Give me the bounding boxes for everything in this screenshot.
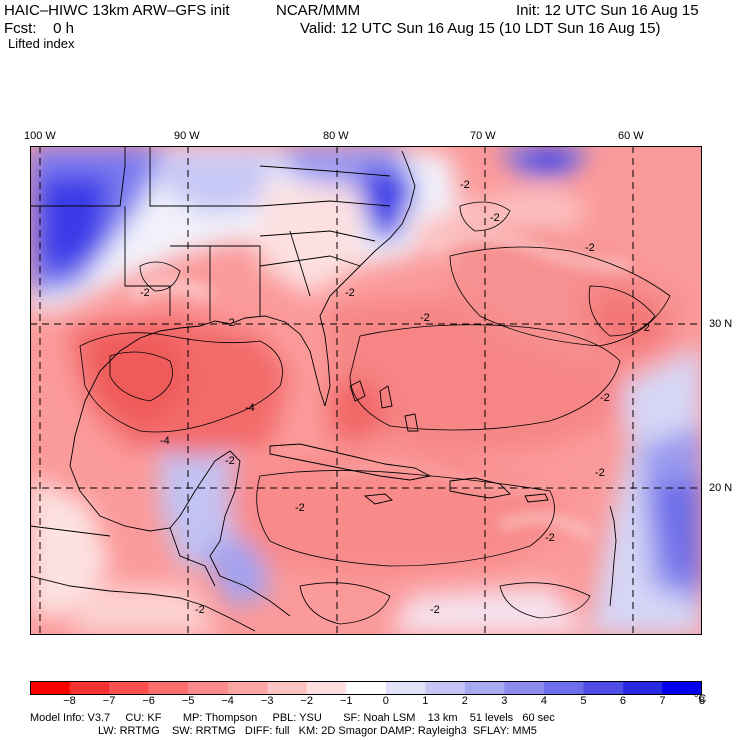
field-name: Lifted index xyxy=(8,36,75,51)
model-info-line-1: Model Info: V3.7 CU: KF MP: Thompson PBL… xyxy=(30,712,555,724)
coastlines xyxy=(30,146,617,632)
contour-label: -2 xyxy=(225,317,235,329)
color-scale-tick-label: −4 xyxy=(221,695,234,707)
valid-time: Valid: 12 UTC Sun 16 Aug 15 (10 LDT Sun … xyxy=(300,20,661,37)
color-scale-swatch xyxy=(109,681,150,695)
color-scale-swatch xyxy=(464,681,505,695)
color-scale-swatch xyxy=(306,681,347,695)
color-scale-swatch xyxy=(504,681,545,695)
color-scale-swatch xyxy=(622,681,663,695)
color-scale-swatch xyxy=(69,681,110,695)
color-scale-tick-label: 4 xyxy=(540,695,547,707)
lon-label-70w: 70 W xyxy=(470,130,496,142)
color-scale-bar xyxy=(30,681,702,695)
color-scale-swatch xyxy=(267,681,308,695)
init-time: Init: 12 UTC Sun 16 Aug 15 xyxy=(516,2,699,19)
contour-label: -2 xyxy=(430,604,440,616)
color-scale-tick-label: −8 xyxy=(63,695,76,707)
color-scale-unit: °C xyxy=(694,693,707,705)
color-scale-swatch xyxy=(30,681,71,695)
color-scale-frame xyxy=(30,681,702,695)
contour-label: -2 xyxy=(345,287,355,299)
color-scale-tick-label: 0 xyxy=(382,695,389,707)
contour-label: -2 xyxy=(640,322,650,334)
contour-label: -2 xyxy=(420,312,430,324)
color-scale-tick-label: 2 xyxy=(461,695,468,707)
contour-label: -2 xyxy=(140,287,150,299)
lat-label-20n: 20 N xyxy=(709,482,733,494)
lon-label-90w: 90 W xyxy=(174,130,200,142)
color-scale-swatch xyxy=(425,681,466,695)
color-scale-tick-label: 5 xyxy=(580,695,587,707)
color-scale-swatch xyxy=(227,681,268,695)
contour-label: -2 xyxy=(600,392,610,404)
color-scale-tick-label: −6 xyxy=(142,695,155,707)
contour-label: -2 xyxy=(585,242,595,254)
contour-value-labels: -2 -2 -2 -2 -2 -2 -2 -4 -4 -2 -2 -2 -2 -… xyxy=(140,179,650,616)
contour-label: -2 xyxy=(545,532,555,544)
color-scale-tick-label: 6 xyxy=(619,695,626,707)
contour-label: -2 xyxy=(490,212,500,224)
color-scale-swatch xyxy=(385,681,426,695)
color-scale-swatch xyxy=(188,681,229,695)
color-scale-tick-label: 8 xyxy=(698,695,706,707)
contour-label: -2 xyxy=(295,502,305,514)
contour-label: -2 xyxy=(460,179,470,191)
model-info-line-2: LW: RRTMG SW: RRTMG DIFF: full KM: 2D Sm… xyxy=(98,725,537,737)
contour-label: -4 xyxy=(160,435,170,447)
color-scale-swatch xyxy=(346,681,387,695)
color-scale-tick-label: −1 xyxy=(339,695,353,707)
lon-label-80w: 80 W xyxy=(323,130,349,142)
forecast-hour: Fcst: 0 h xyxy=(4,20,75,37)
color-scale-tick-label: 1 xyxy=(422,695,429,707)
contour-label: -2 xyxy=(195,604,205,616)
color-scale-swatch xyxy=(583,681,624,695)
color-scale-tick-label: −5 xyxy=(181,695,195,707)
color-scale-tick-label: −2 xyxy=(300,695,313,707)
map-frame xyxy=(30,146,702,635)
lon-label-100w: 100 W xyxy=(24,130,56,142)
lon-label-60w: 60 W xyxy=(618,130,644,142)
latlon-grid xyxy=(30,146,702,635)
lat-label-30n: 30 N xyxy=(709,318,733,330)
color-scale-tick-label: −7 xyxy=(102,695,116,707)
contour-label: -2 xyxy=(595,467,605,479)
contour-lines xyxy=(79,201,671,625)
contour-label: -4 xyxy=(245,402,255,414)
organization-label: NCAR/MMM xyxy=(276,2,361,19)
model-title: HAIC–HIWC 13km ARW–GFS init xyxy=(4,2,230,19)
contour-label: -2 xyxy=(225,455,235,467)
shading-field xyxy=(30,146,702,635)
color-scale-tick-label: 3 xyxy=(501,695,508,707)
color-scale-tick-label: −3 xyxy=(260,695,274,707)
color-scale-tick-label: 7 xyxy=(659,695,666,707)
color-scale-swatch xyxy=(662,681,702,695)
color-scale-swatch xyxy=(148,681,189,695)
color-scale-swatch xyxy=(543,681,584,695)
lifted-index-map: -2 -2 -2 -2 -2 -2 -2 -4 -4 -2 -2 -2 -2 -… xyxy=(30,146,702,635)
